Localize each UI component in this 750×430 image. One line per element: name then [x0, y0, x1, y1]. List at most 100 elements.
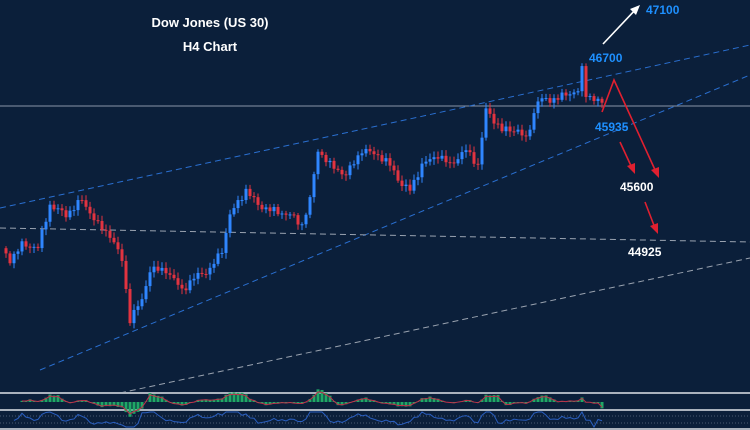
candle	[296, 212, 300, 230]
macd-bar	[116, 402, 120, 407]
candle	[88, 201, 92, 219]
macd-bar	[324, 392, 328, 402]
candle	[352, 160, 356, 169]
macd-bar	[56, 395, 60, 402]
candle	[324, 152, 328, 167]
candle	[504, 121, 508, 136]
candle	[428, 153, 432, 166]
candle	[348, 161, 352, 180]
candle	[32, 243, 36, 254]
candle	[452, 156, 456, 168]
candle	[164, 262, 168, 279]
candle	[148, 266, 152, 292]
candle	[204, 268, 208, 279]
candle	[340, 166, 344, 180]
candle	[516, 124, 520, 135]
macd-bar	[48, 394, 52, 402]
candle	[16, 248, 20, 260]
chart-title: Dow Jones (US 30)	[151, 15, 269, 30]
candle	[144, 280, 148, 303]
macd-bar	[360, 398, 364, 402]
candle	[292, 212, 296, 218]
macd-bar	[504, 402, 508, 406]
candle	[176, 272, 180, 290]
lower-channel-line	[39, 74, 750, 371]
macd-bar	[272, 402, 276, 404]
candle	[136, 300, 140, 316]
macd-bar	[124, 402, 128, 413]
macd-bar	[296, 402, 300, 404]
candle	[524, 130, 528, 142]
candle	[436, 151, 440, 164]
candle	[44, 218, 48, 236]
candle	[380, 150, 384, 164]
macd-bar	[156, 395, 160, 402]
candle	[480, 132, 484, 170]
candle	[172, 269, 176, 281]
level-label-47100: 47100	[646, 3, 680, 17]
macd-bar	[28, 399, 32, 402]
macd-bar	[308, 398, 312, 402]
candle	[568, 90, 572, 102]
candle	[336, 165, 340, 172]
candle	[104, 224, 108, 237]
candle	[132, 304, 136, 329]
candle	[84, 195, 88, 211]
candle	[572, 89, 576, 99]
candle	[196, 267, 200, 285]
candle	[304, 212, 308, 228]
candle	[408, 179, 412, 195]
candle	[548, 94, 552, 107]
candle	[216, 248, 220, 267]
macd-bar	[244, 394, 248, 402]
candle	[4, 246, 8, 258]
level-label-45600: 45600	[620, 180, 654, 194]
candle	[580, 63, 584, 97]
macd-bar	[172, 402, 176, 404]
macd-bar	[60, 398, 64, 402]
macd-bar	[100, 402, 104, 408]
macd-bar	[160, 396, 164, 402]
candle	[520, 124, 524, 141]
candle	[388, 153, 392, 172]
macd-bar	[208, 399, 212, 402]
candle	[36, 243, 40, 252]
macd-bar	[44, 397, 48, 402]
candle	[156, 260, 160, 274]
candle	[412, 174, 416, 194]
candle	[596, 96, 600, 107]
macd-bar	[224, 394, 228, 402]
candle	[512, 126, 516, 136]
macd-bar	[96, 402, 100, 406]
candle	[464, 144, 468, 158]
macd-bar	[132, 402, 136, 414]
macd-bar	[540, 395, 544, 402]
macd-bar	[148, 393, 152, 402]
macd-bar	[200, 399, 204, 402]
candle	[444, 150, 448, 167]
candle	[316, 149, 320, 180]
macd-bar	[240, 392, 244, 402]
macd-bar	[164, 399, 168, 402]
candle	[124, 255, 128, 294]
macd-bar	[436, 398, 440, 402]
candle	[508, 121, 512, 138]
candle	[48, 200, 52, 227]
candle	[384, 153, 388, 166]
candle	[468, 144, 472, 156]
candle	[184, 282, 188, 295]
macd-bar	[408, 402, 412, 407]
candle	[232, 203, 236, 217]
candle	[400, 175, 404, 191]
candles	[4, 63, 604, 329]
candle	[488, 102, 492, 118]
macd-bar	[108, 402, 112, 407]
candle	[20, 238, 24, 256]
candle	[576, 88, 580, 96]
macd-bar	[364, 397, 368, 402]
macd-bar	[140, 402, 144, 409]
macd-bar	[136, 402, 140, 412]
macd-signal-line	[21, 391, 603, 415]
candle	[460, 146, 464, 165]
